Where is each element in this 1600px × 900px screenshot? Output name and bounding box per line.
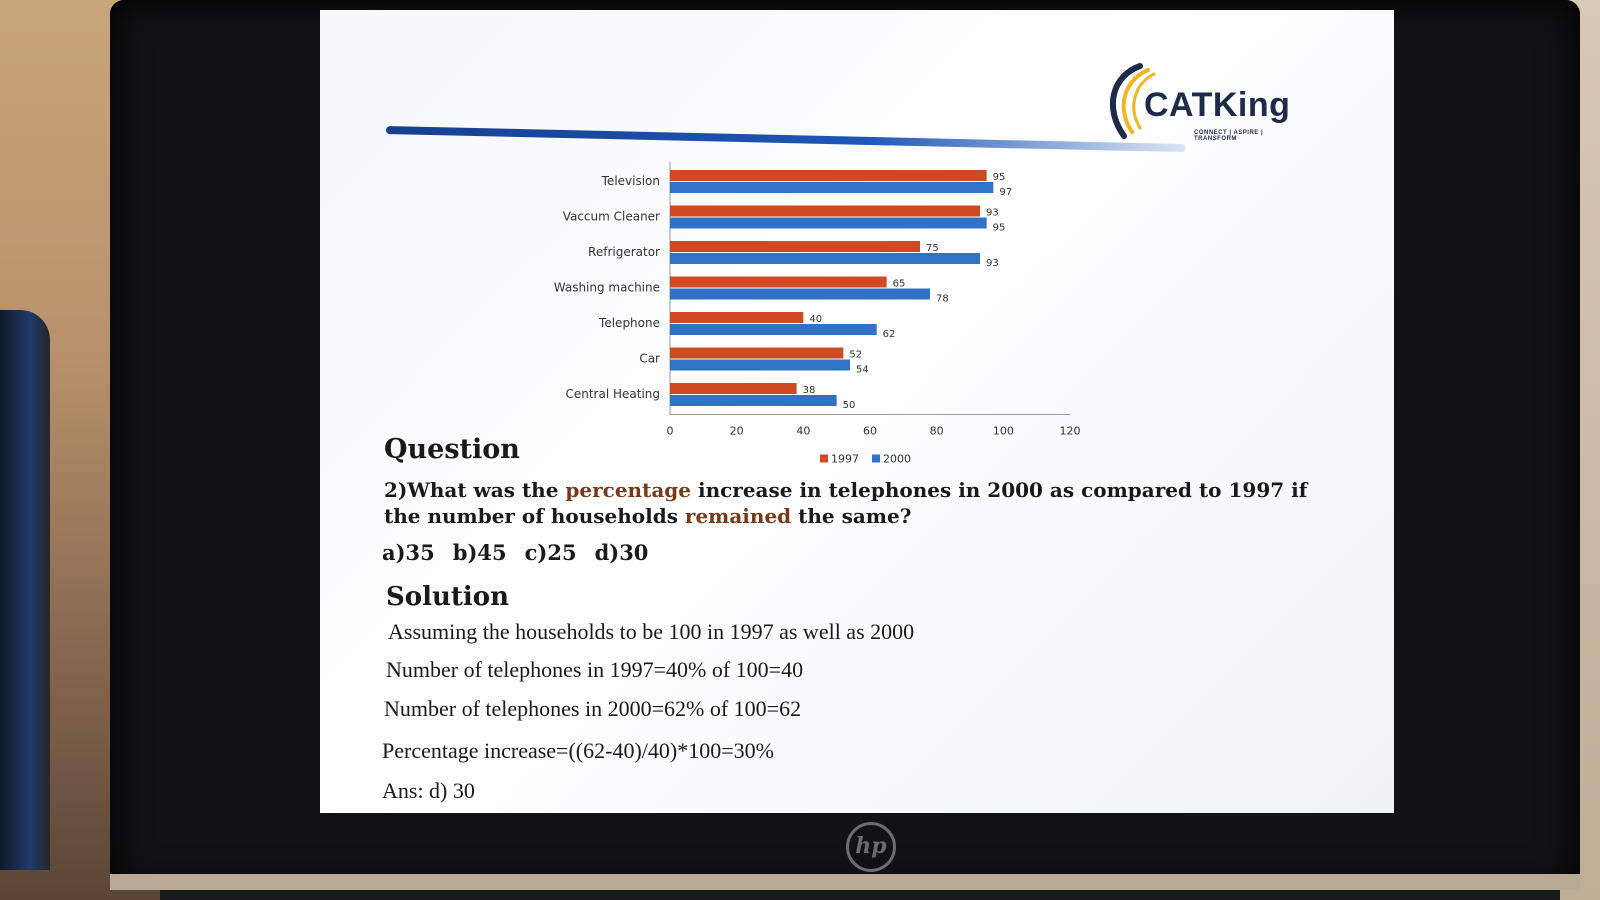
header-rule xyxy=(385,126,1186,153)
category-label: Television xyxy=(601,174,660,188)
x-tick-label: 80 xyxy=(930,425,944,438)
bar-chart: Television 95 97 Vaccum Cleaner 93 95 Refriger… xyxy=(554,162,1081,466)
x-tick-label: 120 xyxy=(1060,425,1081,438)
answer-line: Ans: d) 30 xyxy=(382,778,475,803)
category-label: Vaccum Cleaner xyxy=(563,210,660,224)
data-label-1997: 40 xyxy=(809,314,822,325)
data-label-1997: 38 xyxy=(803,385,816,396)
bar-1997 xyxy=(670,170,987,181)
data-label-2000: 50 xyxy=(843,400,856,411)
bar-1997 xyxy=(670,205,980,217)
brand-logo: CATKing CONNECT | ASPIRE | TRANSFORM xyxy=(1100,58,1300,148)
legend-swatch-2000 xyxy=(872,454,880,463)
data-label-1997: 95 xyxy=(993,172,1006,183)
bar-2000 xyxy=(670,288,930,300)
slide-screen: CATKing CONNECT | ASPIRE | TRANSFORM Tel… xyxy=(320,10,1394,813)
bar-1997 xyxy=(670,276,887,288)
bar-2000 xyxy=(670,182,994,193)
solution-line: Assuming the households to be 100 in 199… xyxy=(388,619,915,644)
hp-logo: hp xyxy=(846,822,896,872)
x-tick-label: 100 xyxy=(993,425,1014,438)
brand-tagline: CONNECT | ASPIRE | TRANSFORM xyxy=(1194,130,1264,142)
data-label-2000: 95 xyxy=(993,223,1006,234)
legend-label-2000: 2000 xyxy=(883,453,911,466)
solution-line: Percentage increase=((62-40)/40)*100=30% xyxy=(382,738,774,763)
answer-options: a)35 b)45 c)25 d)30 xyxy=(382,540,666,565)
category-label: Refrigerator xyxy=(588,245,660,259)
option-b: b)45 xyxy=(452,540,507,565)
bar-2000 xyxy=(670,217,987,229)
bar-1997 xyxy=(670,347,844,359)
option-d: d)30 xyxy=(594,540,649,565)
question-highlight-remained: remained xyxy=(684,504,792,528)
brand-swoosh-icon xyxy=(1109,63,1156,139)
bar-2000 xyxy=(670,395,837,406)
x-tick-label: 40 xyxy=(796,425,810,438)
solution-line: Number of telephones in 1997=40% of 100=… xyxy=(386,657,804,682)
question-text-part: the same? xyxy=(791,504,912,528)
category-label: Car xyxy=(639,352,660,366)
background-chair xyxy=(0,310,50,870)
data-label-1997: 75 xyxy=(926,243,939,254)
category-label: Central Heating xyxy=(565,387,660,401)
x-tick-label: 20 xyxy=(730,425,744,438)
data-label-1997: 65 xyxy=(893,279,906,290)
question-text-part: increase in telephones in 2000 as compar… xyxy=(384,478,1308,528)
bar-2000 xyxy=(670,253,980,264)
data-label-1997: 93 xyxy=(986,208,999,219)
option-c: c)25 xyxy=(524,540,577,565)
category-label: Telephone xyxy=(598,316,660,330)
legend-swatch-1997 xyxy=(820,454,828,463)
question-heading: Question xyxy=(384,434,520,465)
bar-1997 xyxy=(670,383,797,394)
data-label-2000: 78 xyxy=(936,294,949,305)
data-label-2000: 62 xyxy=(883,329,896,340)
x-tick-label: 0 xyxy=(667,425,674,438)
desk-edge xyxy=(110,874,1580,890)
data-label-2000: 93 xyxy=(986,258,999,269)
question-highlight-percentage: percentage xyxy=(565,478,692,502)
bar-2000 xyxy=(670,359,850,371)
question-text-part: 2)What was the xyxy=(384,478,566,502)
brand-name: CATKing xyxy=(1144,86,1291,124)
bar-1997 xyxy=(670,241,920,252)
bar-2000 xyxy=(670,324,877,335)
question-text: 2)What was the percentage increase in te… xyxy=(384,477,1344,529)
legend-label-1997: 1997 xyxy=(831,453,859,466)
data-label-1997: 52 xyxy=(849,350,862,361)
category-label: Washing machine xyxy=(554,281,660,295)
x-tick-label: 60 xyxy=(863,425,877,438)
solution-heading: Solution xyxy=(386,582,510,612)
bar-1997 xyxy=(670,312,804,323)
data-label-2000: 97 xyxy=(999,187,1012,198)
data-label-2000: 54 xyxy=(856,365,869,376)
solution-line: Number of telephones in 2000=62% of 100=… xyxy=(384,696,802,721)
option-a: a)35 xyxy=(382,540,435,565)
